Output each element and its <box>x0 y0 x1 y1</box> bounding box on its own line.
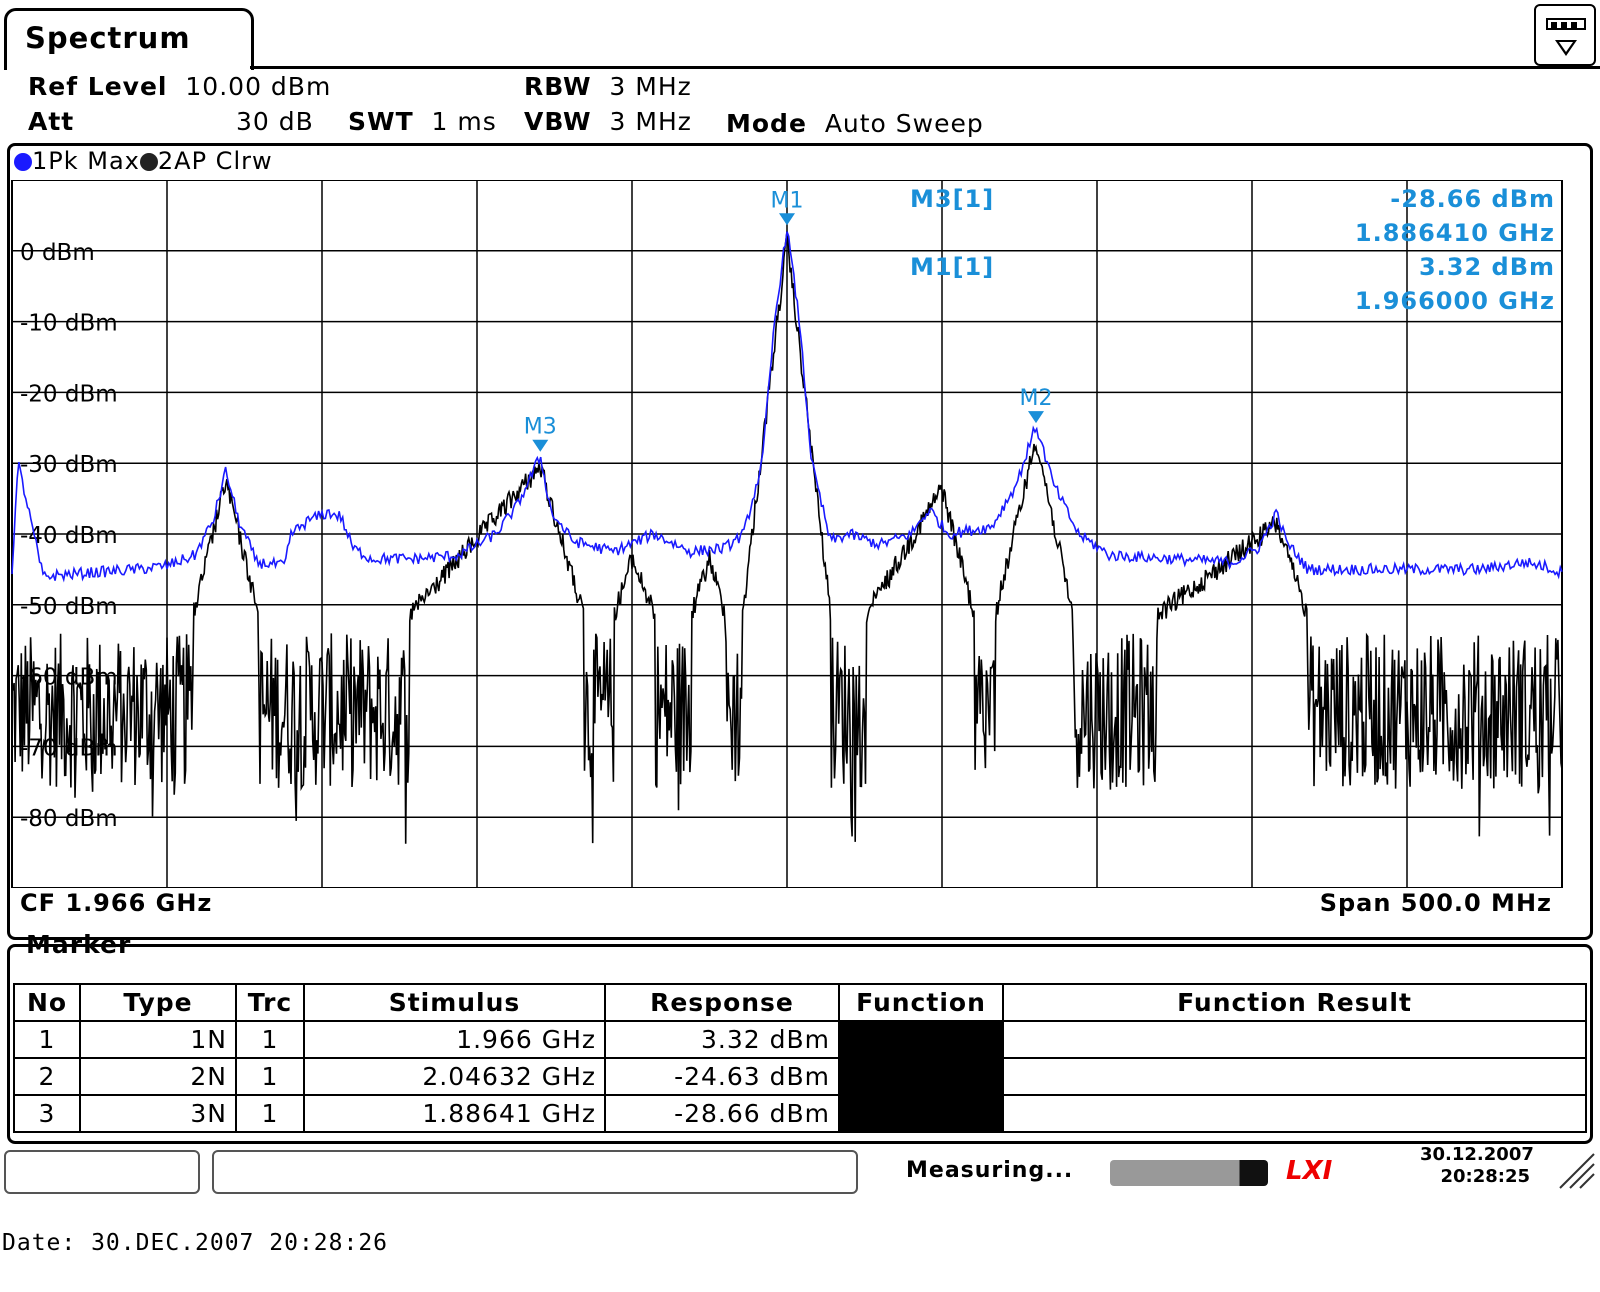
trace-1-line <box>11 231 1563 583</box>
cell-no: 1 <box>13 1020 81 1059</box>
vbw-param: VBW 3 MHz <box>524 107 692 136</box>
table-row[interactable]: 2 2N 1 2.04632 GHz -24.63 dBm <box>13 1057 1587 1096</box>
cell-type: 3N <box>79 1094 237 1133</box>
status-bar: Measuring... LXI 30.12.2007 20:28:25 <box>0 1144 1600 1208</box>
mode-param: Mode Auto Sweep <box>726 109 984 138</box>
cell-function <box>838 1020 1004 1059</box>
y-tick-label: -30 dBm <box>20 452 118 478</box>
table-row[interactable]: 3 3N 1 1.88641 GHz -28.66 dBm <box>13 1094 1587 1133</box>
tab-spectrum[interactable]: Spectrum <box>4 8 254 70</box>
readout-m3-level: -28.66 dBm <box>1390 185 1555 213</box>
marker-triangle-m3 <box>532 439 549 452</box>
spectrum-plot[interactable]: 0 dBm-10 dBm-20 dBm-30 dBm-40 dBm-50 dBm… <box>10 180 1590 888</box>
cell-no: 3 <box>13 1094 81 1133</box>
att-value: 30 dB <box>236 107 314 136</box>
cell-stimulus: 2.04632 GHz <box>303 1057 606 1096</box>
status-field-1[interactable] <box>4 1150 200 1194</box>
dropdown-triangle-icon <box>1555 40 1577 56</box>
readout-m1-level: 3.32 dBm <box>1419 253 1555 281</box>
cell-trc: 1 <box>235 1057 305 1096</box>
window-bars-icon <box>1546 18 1586 30</box>
swt-param: SWT 1 ms <box>348 107 497 136</box>
readout-m1-label: M1[1] <box>910 253 994 281</box>
marker-panel-title: Marker <box>26 930 132 959</box>
cell-stimulus: 1.966 GHz <box>303 1020 606 1059</box>
cell-type: 2N <box>79 1057 237 1096</box>
readout-m1-freq: 1.966000 GHz <box>1355 287 1555 315</box>
y-tick-label: -20 dBm <box>20 381 118 407</box>
y-tick-label: -80 dBm <box>20 806 118 832</box>
col-stimulus: Stimulus <box>303 983 606 1022</box>
cell-response: 3.32 dBm <box>604 1020 840 1059</box>
resize-grip-icon[interactable] <box>1556 1150 1596 1190</box>
cell-trc: 1 <box>235 1094 305 1133</box>
marker-table: No Type Trc Stimulus Response Function F… <box>13 983 1587 1133</box>
cell-response: -28.66 dBm <box>604 1094 840 1133</box>
y-tick-label: -50 dBm <box>20 594 118 620</box>
readout-m3-freq: 1.886410 GHz <box>1355 219 1555 247</box>
cell-type: 1N <box>79 1020 237 1059</box>
cell-stimulus: 1.88641 GHz <box>303 1094 606 1133</box>
trace2-label: 2AP Clrw <box>157 147 273 175</box>
table-row[interactable]: 1 1N 1 1.966 GHz 3.32 dBm <box>13 1020 1587 1059</box>
col-function-result: Function Result <box>1002 983 1587 1022</box>
display-menu-button[interactable] <box>1534 4 1596 66</box>
marker-triangle-m2 <box>1027 411 1044 424</box>
spectrum-diagram[interactable] <box>7 143 1593 940</box>
center-frequency: CF 1.966 GHz <box>20 889 213 917</box>
marker-triangle-m1 <box>779 213 795 226</box>
col-type: Type <box>79 983 237 1022</box>
trace1-dot-icon <box>14 153 32 171</box>
trace2-dot-icon <box>139 153 158 171</box>
marker-label-m1: M1 <box>771 188 804 213</box>
measuring-status: Measuring... <box>906 1158 1074 1183</box>
frame-top-line <box>250 66 1600 69</box>
status-date: 30.12.2007 <box>1420 1144 1534 1165</box>
marker-label-m3: M3 <box>524 415 557 440</box>
cell-trc: 1 <box>235 1020 305 1059</box>
marker-table-header: No Type Trc Stimulus Response Function F… <box>13 983 1587 1022</box>
cell-function-result <box>1002 1057 1587 1096</box>
print-date-footer: Date: 30.DEC.2007 20:28:26 <box>2 1230 389 1256</box>
lxi-logo: LXI <box>1286 1156 1333 1186</box>
marker-label-m2: M2 <box>1019 386 1052 411</box>
att-label: Att <box>28 107 75 136</box>
col-function: Function <box>838 983 1004 1022</box>
col-no: No <box>13 983 81 1022</box>
trace-legend: 1Pk Max 2AP Clrw <box>14 147 273 175</box>
ref-level-param: Ref Level 10.00 dBm <box>28 72 332 101</box>
cell-function-result <box>1002 1094 1587 1133</box>
status-time: 20:28:25 <box>1440 1166 1530 1187</box>
trace-2-line <box>11 231 1563 844</box>
col-response: Response <box>604 983 840 1022</box>
rbw-param: RBW 3 MHz <box>524 72 692 101</box>
marker-panel <box>7 944 1593 1144</box>
sweep-progress-bar <box>1110 1160 1268 1186</box>
tab-title: Spectrum <box>25 21 191 55</box>
y-tick-label: -10 dBm <box>20 311 118 337</box>
col-trc: Trc <box>235 983 305 1022</box>
readout-m3-label: M3[1] <box>910 185 994 213</box>
cell-no: 2 <box>13 1057 81 1096</box>
status-field-2[interactable] <box>212 1150 858 1194</box>
cell-function-result <box>1002 1020 1587 1059</box>
cell-function <box>838 1057 1004 1096</box>
span: Span 500.0 MHz <box>1319 889 1552 917</box>
y-tick-label: 0 dBm <box>20 240 95 266</box>
trace1-label: 1Pk Max <box>32 147 140 175</box>
cell-response: -24.63 dBm <box>604 1057 840 1096</box>
cell-function <box>838 1094 1004 1133</box>
